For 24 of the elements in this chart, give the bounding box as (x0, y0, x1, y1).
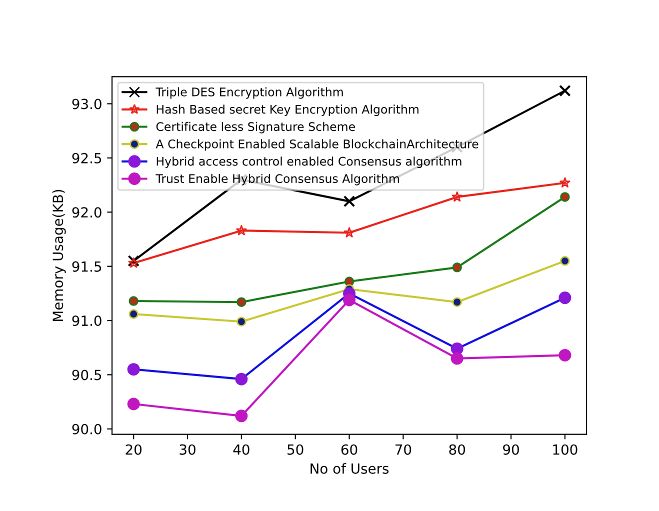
y-axis-title: Memory Usage(KB) (52, 190, 66, 321)
x-tick-label: 100 (553, 444, 578, 455)
x-axis-title: No of Users (310, 463, 389, 474)
y-tick-label: 93.0 (72, 98, 102, 110)
y-tick-label: 91.5 (72, 261, 102, 272)
y-tick-label: 90.0 (72, 424, 102, 434)
legend-label: Certificate less Signature Scheme (156, 122, 355, 134)
y-tick-label: 91.0 (72, 316, 102, 326)
y-tick-label: 90.5 (72, 370, 102, 380)
legend-label: A Checkpoint Enabled Scalable BlockchainArchitecture (156, 139, 478, 151)
legend-label: Hash Based secret Key Encryption Algorithm (156, 104, 418, 116)
x-tick-label: 60 (341, 444, 358, 455)
legend-label: Triple DES Encryption Algorithm (156, 87, 343, 99)
legend-label: Trust Enable Hybrid Consensus Algorithm (156, 174, 399, 186)
x-tick-label: 20 (126, 444, 142, 455)
x-tick-label: 80 (449, 444, 466, 455)
legend-label: Hybrid access control enabled Consensus algorithm (156, 156, 462, 168)
x-tick-label: 70 (395, 444, 412, 455)
x-tick-label: 50 (288, 444, 304, 455)
x-tick-label: 40 (233, 444, 250, 455)
x-tick-label: 30 (180, 444, 196, 455)
x-tick-label: 90 (503, 444, 519, 455)
y-tick-label: 92.0 (72, 207, 102, 218)
y-tick-label: 92.5 (72, 152, 102, 164)
